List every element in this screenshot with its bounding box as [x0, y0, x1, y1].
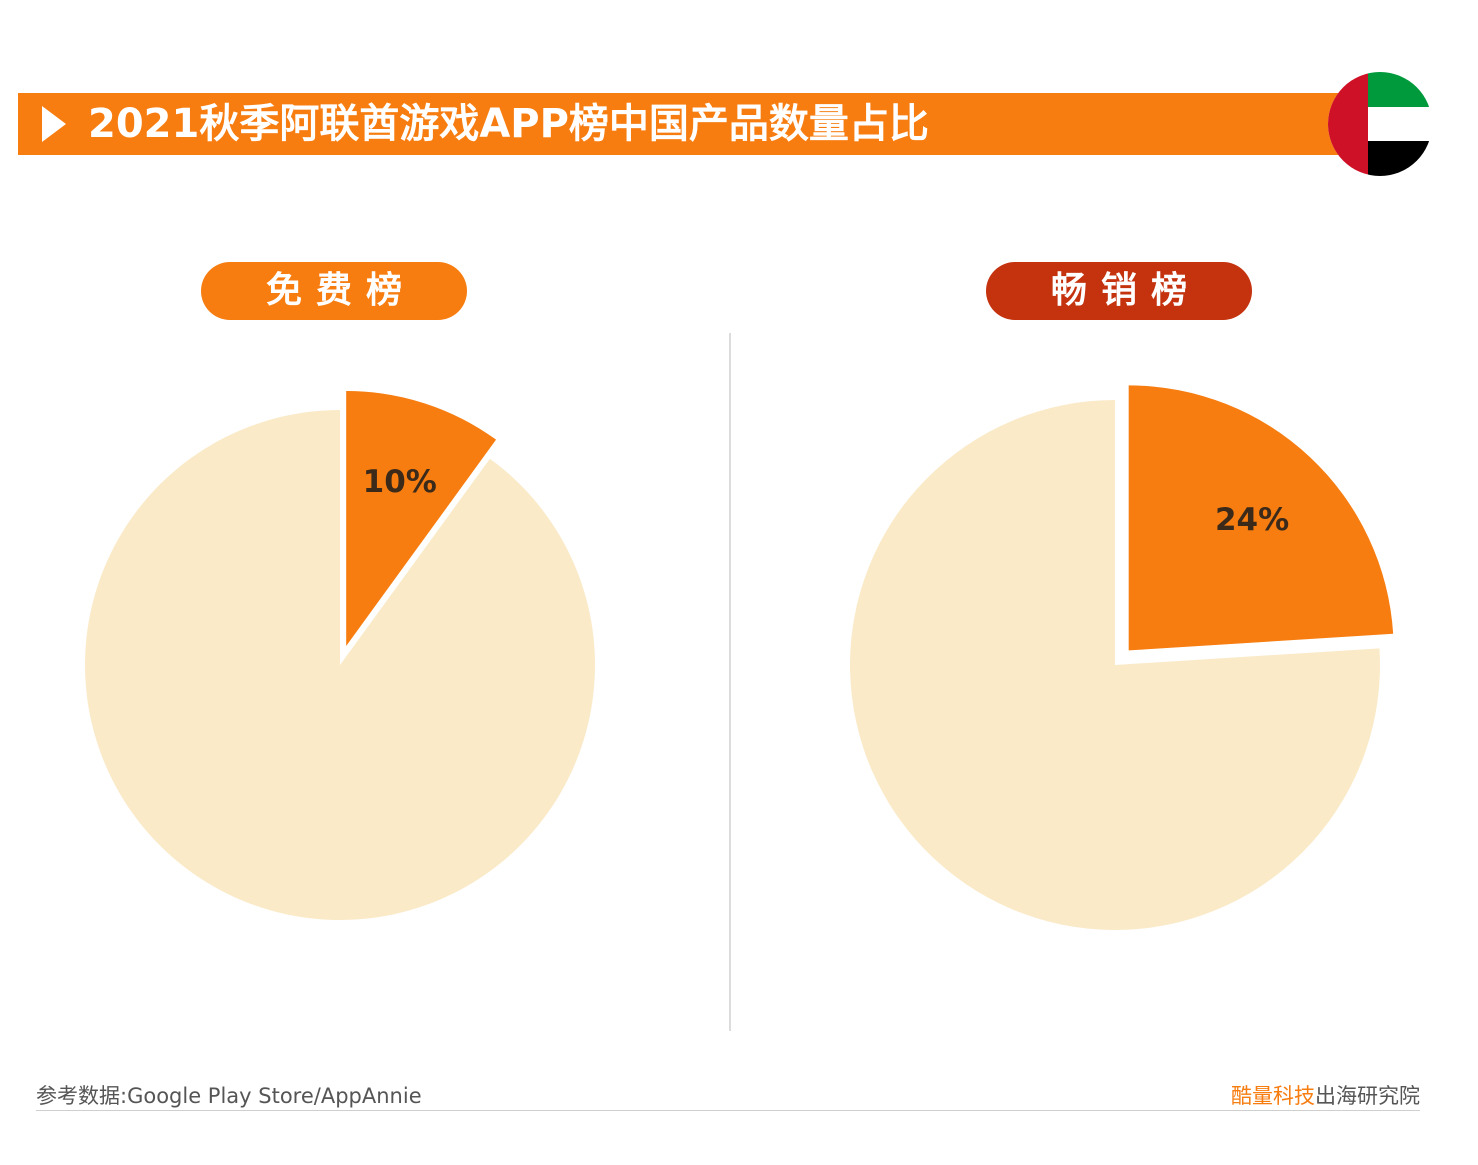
pie-1-slice-1 [849, 400, 1380, 931]
footer-rule [36, 1110, 1420, 1111]
grossing-chart-title: 畅销榜 [986, 262, 1252, 320]
center-divider [729, 333, 731, 1031]
brand-accent: 酷量科技 [1231, 1084, 1315, 1108]
uae-flag-icon [1328, 72, 1432, 176]
pie-0-slice-0 [346, 390, 497, 646]
pie-0-slice-1 [85, 410, 596, 921]
brand-credit: 酷量科技出海研究院 [1231, 1080, 1420, 1110]
source-note: 参考数据:Google Play Store/AppAnnie [36, 1084, 422, 1108]
title-bar: 2021秋季阿联酋游戏APP榜中国产品数量占比 [18, 93, 1368, 155]
pie-1-value-label: 24% [1215, 502, 1289, 538]
page-title: 2021秋季阿联酋游戏APP榜中国产品数量占比 [88, 101, 929, 147]
pie-1-slice-0 [1128, 385, 1394, 651]
title-arrow-icon [42, 106, 66, 142]
brand-rest: 出海研究院 [1315, 1084, 1420, 1108]
free-chart-title: 免费榜 [201, 262, 467, 320]
pie-0-value-label: 10% [363, 464, 437, 500]
